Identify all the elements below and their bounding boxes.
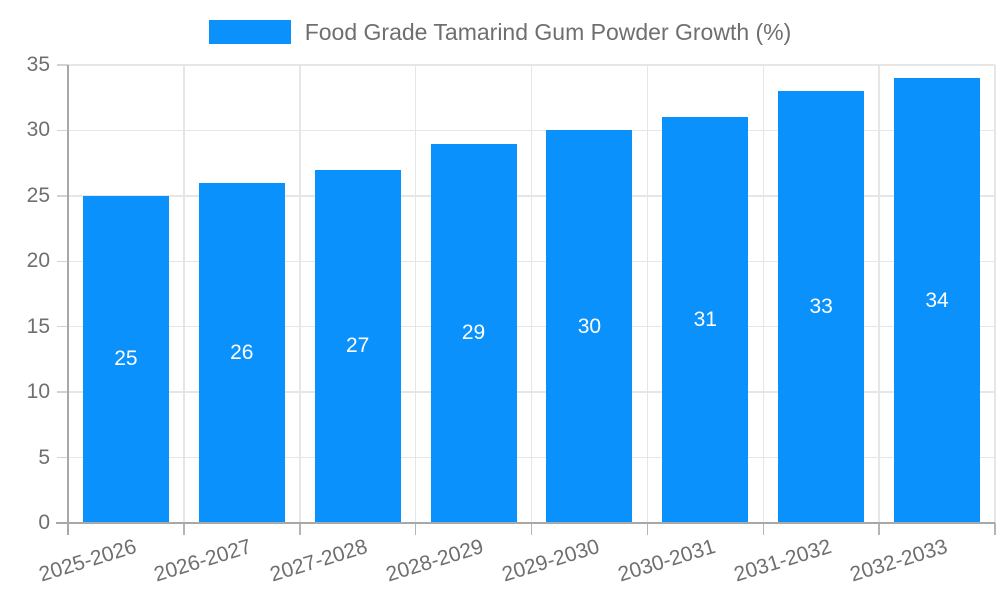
bar bbox=[430, 143, 517, 523]
y-tick-mark bbox=[57, 325, 68, 328]
bar bbox=[894, 78, 981, 523]
x-axis-category-label: 2028-2029 bbox=[383, 535, 487, 587]
bar bbox=[778, 91, 865, 523]
x-axis-category-label: 2029-2030 bbox=[499, 535, 603, 587]
legend-label: Food Grade Tamarind Gum Powder Growth (%… bbox=[304, 19, 792, 45]
y-axis-tick-label: 20 bbox=[26, 249, 50, 273]
x-tick-mark bbox=[762, 523, 764, 535]
y-axis-tick-label: 35 bbox=[26, 53, 50, 76]
bar-value-label: 34 bbox=[925, 288, 949, 312]
x-gridline bbox=[299, 65, 301, 523]
x-gridline bbox=[183, 65, 185, 523]
y-axis-tick-label: 15 bbox=[26, 314, 50, 338]
x-axis-category-label: 2025-2026 bbox=[35, 535, 139, 587]
legend-swatch bbox=[208, 20, 291, 44]
bar-value-label: 30 bbox=[577, 314, 602, 338]
x-gridline bbox=[414, 65, 417, 523]
x-tick-mark bbox=[530, 523, 533, 535]
x-tick-mark bbox=[299, 523, 301, 535]
x-tick-mark bbox=[414, 523, 417, 535]
y-axis-tick-label: 0 bbox=[38, 511, 50, 534]
y-tick-mark bbox=[57, 391, 68, 393]
x-axis-category-label: 2026-2027 bbox=[151, 535, 255, 587]
bar-value-label: 25 bbox=[114, 347, 138, 371]
y-tick-mark bbox=[57, 260, 68, 263]
bar-value-label: 27 bbox=[346, 334, 370, 358]
bar-value-label: 33 bbox=[809, 295, 833, 319]
x-axis-category-label: 2031-2032 bbox=[731, 535, 834, 587]
x-gridline bbox=[530, 65, 533, 523]
y-axis-tick-label: 10 bbox=[26, 380, 50, 404]
x-tick-mark bbox=[878, 523, 880, 535]
bar-value-label: 31 bbox=[693, 308, 717, 332]
y-axis-line bbox=[66, 65, 69, 535]
bar bbox=[662, 117, 749, 523]
y-axis-tick-label: 5 bbox=[38, 445, 50, 469]
x-axis-category-label: 2030-2031 bbox=[615, 535, 719, 587]
x-gridline bbox=[994, 65, 996, 523]
x-gridline bbox=[646, 65, 649, 523]
y-tick-mark bbox=[57, 129, 68, 132]
bar-value-label: 26 bbox=[230, 340, 254, 364]
bar bbox=[198, 182, 285, 523]
chart-legend[interactable]: Food Grade Tamarind Gum Powder Growth (%… bbox=[0, 19, 1000, 45]
y-axis-tick-label: 25 bbox=[26, 183, 50, 207]
bar bbox=[314, 169, 401, 523]
x-axis-baseline bbox=[56, 522, 995, 524]
y-tick-mark bbox=[57, 456, 68, 459]
bar bbox=[546, 130, 633, 523]
x-gridline bbox=[762, 65, 764, 523]
x-axis-category-label: 2027-2028 bbox=[267, 535, 371, 587]
y-axis-tick-label: 30 bbox=[26, 118, 50, 142]
x-tick-mark bbox=[183, 523, 185, 535]
x-gridline bbox=[878, 65, 880, 523]
bar-value-label: 29 bbox=[461, 321, 486, 345]
x-tick-mark bbox=[994, 523, 996, 535]
y-tick-mark bbox=[57, 195, 68, 197]
x-tick-mark bbox=[646, 523, 649, 535]
bar bbox=[82, 195, 169, 523]
x-axis-category-label: 2032-2033 bbox=[847, 535, 950, 587]
y-tick-mark bbox=[57, 64, 68, 66]
